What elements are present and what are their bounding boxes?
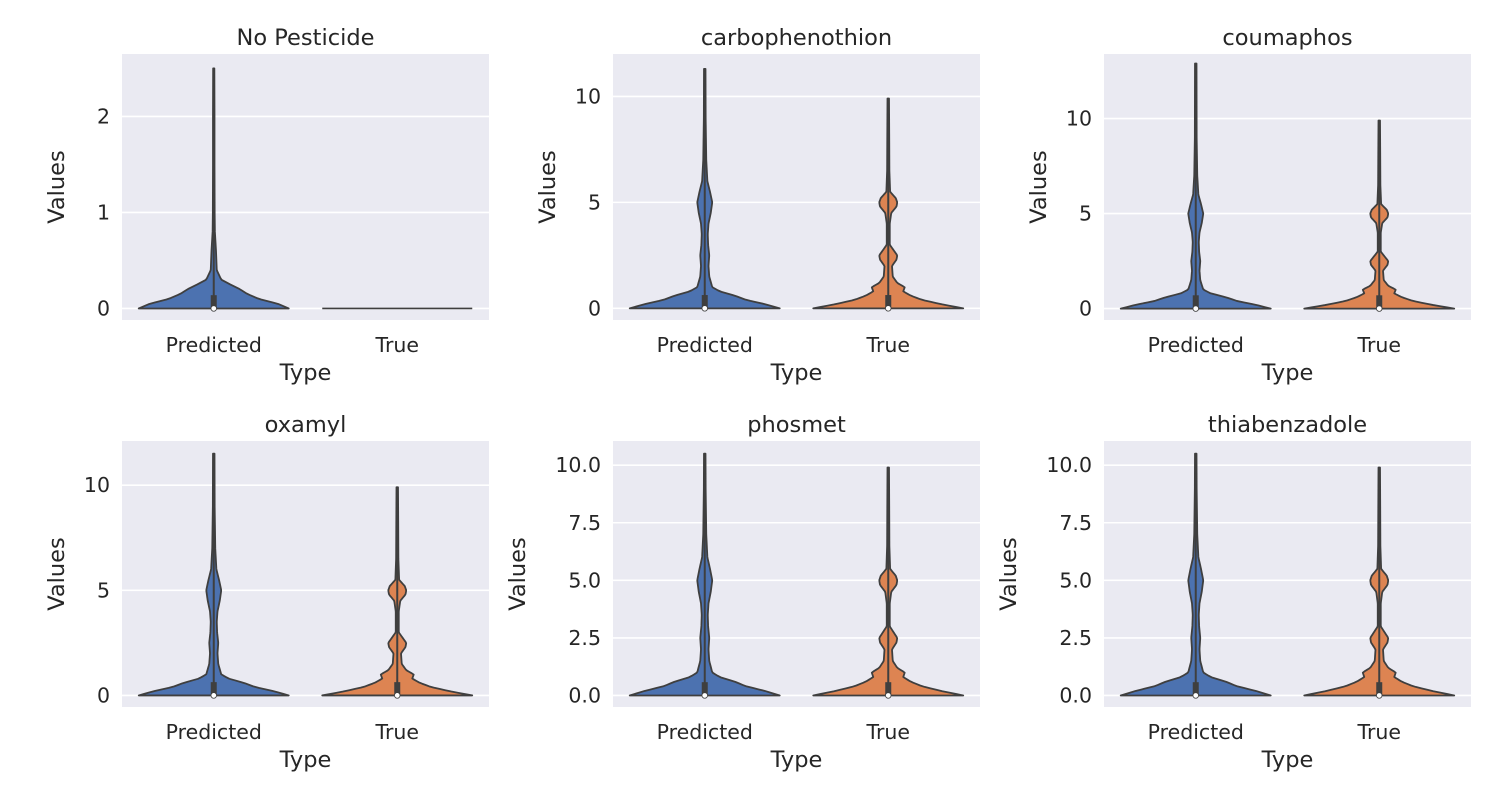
violin-median-marker: [885, 305, 892, 312]
y-tick-label: 5: [588, 190, 601, 214]
y-axis-label: Values: [1026, 150, 1052, 224]
y-axis-label: Values: [996, 537, 1022, 611]
y-tick-label: 0: [588, 296, 601, 320]
axes-background: [122, 54, 489, 320]
x-tick-label: True: [374, 333, 419, 357]
x-tick-label: Predicted: [657, 720, 753, 744]
y-axis-label: Values: [535, 150, 561, 224]
x-tick-label: Predicted: [166, 333, 262, 357]
subplot-title: phosmet: [747, 412, 846, 438]
y-tick-label: 5: [1079, 202, 1092, 226]
y-tick-label: 1: [97, 200, 110, 224]
x-axis-label: Type: [1261, 747, 1314, 773]
x-tick-label: Predicted: [1148, 333, 1244, 357]
violin-median-marker: [885, 692, 892, 699]
violin-iqr-box: [394, 682, 401, 696]
y-tick-label: 0.0: [568, 683, 601, 707]
subplot-title: oxamyl: [265, 412, 347, 438]
subplot-title: thiabenzadole: [1208, 412, 1367, 438]
subplot-5: 0.0 2.5 5.0 7.5 10.0 Predicted True thiabenzado…: [996, 412, 1471, 773]
subplot-4: 0.0 2.5 5.0 7.5 10.0 Predicted True phosmet Type…: [505, 412, 980, 773]
subplot-1: 0 5 10 Predicted True carbophenothion Type Valu…: [535, 25, 980, 386]
violin-median-marker: [210, 305, 217, 312]
violin-iqr-box: [885, 295, 892, 309]
y-tick-label: 0: [97, 296, 110, 320]
violin-iqr-box: [210, 682, 217, 696]
subplot-title: coumaphos: [1222, 25, 1352, 51]
violin-median-marker: [1376, 305, 1383, 312]
y-tick-label: 0.0: [1059, 683, 1092, 707]
violin-median-marker: [1192, 692, 1199, 699]
x-tick-label: True: [374, 720, 419, 744]
x-axis-label: Type: [1261, 360, 1314, 386]
subplot-3: 0 5 10 Predicted True oxamyl Type Values: [44, 412, 489, 773]
violin-iqr-box: [701, 682, 708, 696]
subplot-title: No Pesticide: [237, 25, 375, 51]
x-tick-label: Predicted: [657, 333, 753, 357]
y-tick-label: 2.5: [1059, 626, 1092, 650]
x-tick-label: Predicted: [1148, 720, 1244, 744]
axes-background: [613, 441, 980, 707]
x-tick-label: True: [1356, 720, 1401, 744]
y-tick-label: 7.5: [1059, 511, 1092, 535]
violin-iqr-box: [1376, 682, 1383, 696]
violin-median-marker: [394, 692, 401, 699]
x-tick-label: Predicted: [166, 720, 262, 744]
y-tick-label: 7.5: [568, 511, 601, 535]
y-axis-label: Values: [44, 150, 70, 224]
y-tick-label: 10: [1066, 107, 1092, 131]
x-tick-label: True: [865, 720, 910, 744]
y-axis-label: Values: [505, 537, 531, 611]
subplot-2: 0 5 10 Predicted True coumaphos Type Values: [1026, 25, 1471, 386]
y-tick-label: 10: [84, 473, 110, 497]
violin-median-marker: [1376, 692, 1383, 699]
y-tick-label: 10: [575, 84, 601, 108]
x-axis-label: Type: [770, 360, 823, 386]
violin-iqr-box: [701, 295, 708, 309]
violin-iqr-box: [210, 295, 217, 309]
x-axis-label: Type: [279, 360, 332, 386]
y-tick-label: 5: [97, 578, 110, 602]
axes-background: [1104, 54, 1471, 320]
subplot-0: 0 1 2 Predicted True No Pesticide Type Values: [44, 25, 489, 386]
violin-median-marker: [701, 692, 708, 699]
violin-iqr-box: [885, 682, 892, 696]
y-tick-label: 5.0: [1059, 568, 1092, 592]
violin-iqr-box: [1376, 295, 1383, 309]
y-tick-label: 10.0: [555, 453, 601, 477]
y-tick-label: 5.0: [568, 568, 601, 592]
violin-median-marker: [701, 305, 708, 312]
x-axis-label: Type: [770, 747, 823, 773]
y-axis-label: Values: [44, 537, 70, 611]
x-axis-label: Type: [279, 747, 332, 773]
violin-iqr-box: [1192, 295, 1199, 309]
axes-background: [1104, 441, 1471, 707]
violin-median-marker: [1192, 305, 1199, 312]
subplot-title: carbophenothion: [701, 25, 892, 51]
y-tick-label: 2: [97, 104, 110, 128]
y-tick-label: 2.5: [568, 626, 601, 650]
axes-background: [122, 441, 489, 707]
violin-median-marker: [210, 692, 217, 699]
violin-iqr-box: [1192, 682, 1199, 696]
x-tick-label: True: [865, 333, 910, 357]
y-tick-label: 10.0: [1046, 453, 1092, 477]
axes-background: [613, 54, 980, 320]
x-tick-label: True: [1356, 333, 1401, 357]
y-tick-label: 0: [97, 683, 110, 707]
y-tick-label: 0: [1079, 297, 1092, 321]
